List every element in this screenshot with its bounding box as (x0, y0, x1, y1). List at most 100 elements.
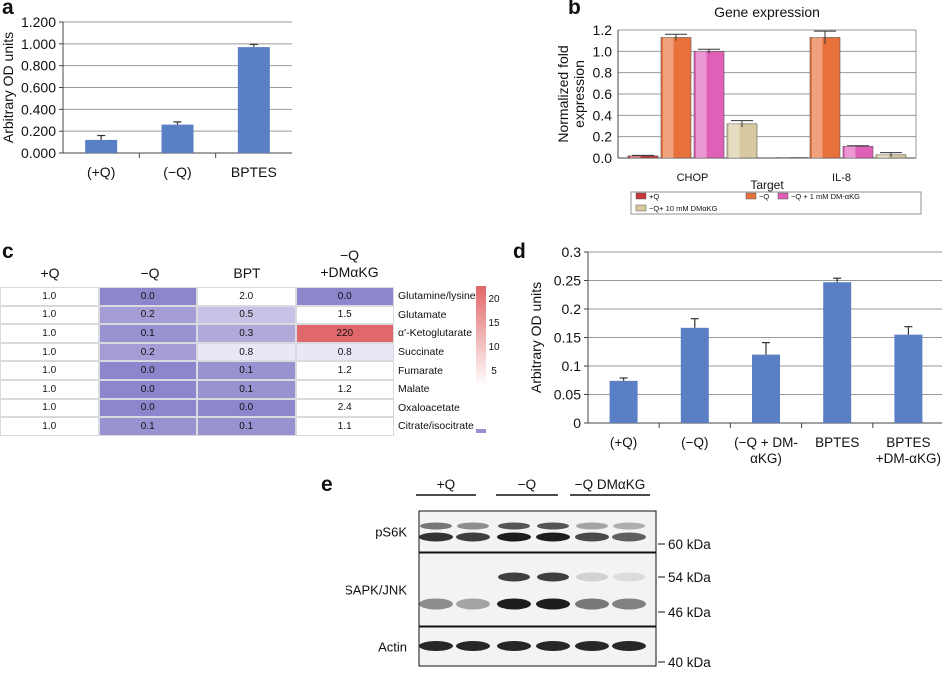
colorbar-tick-label: 5 (491, 366, 497, 377)
band (457, 522, 489, 530)
blot-strip (418, 510, 657, 553)
heatmap-cell: 2.4 (295, 398, 394, 418)
group-label: −Q DMαKG (575, 477, 645, 492)
colorbar-low-swatch (476, 429, 486, 433)
band (419, 641, 453, 651)
y-tick-label: 0.400 (21, 101, 56, 117)
heatmap-cell: 0.5 (197, 305, 296, 325)
colorbar-gradient (476, 286, 486, 386)
band (576, 522, 608, 530)
heatmap-cell: 1.2 (295, 361, 394, 380)
heatmap-row: 1.0 0.0 0.1 1.2 Fumarate (0, 361, 490, 380)
legend-box (630, 191, 922, 215)
heatmap-row: 1.0 0.0 2.0 0.0 Glutamine/lysine (0, 287, 490, 306)
band (419, 532, 453, 542)
heatmap-cell: 220 (295, 324, 394, 343)
x-tick-label: BPTES (815, 435, 859, 450)
legend-swatch (635, 192, 647, 200)
y-tick-label: 0.4 (593, 107, 613, 123)
heatmap-cell: 0.2 (98, 342, 197, 362)
heatmap-row-label: Fumarate (398, 364, 443, 377)
bar (85, 139, 118, 153)
band (537, 522, 569, 530)
bar (776, 157, 808, 159)
bar (809, 37, 841, 159)
heatmap-cell: 0.1 (197, 379, 296, 399)
heatmap-colorbar: 20 15 10 5 (476, 286, 500, 433)
row-label: pS6K (375, 525, 407, 540)
heatmap-row: 1.0 0.0 0.0 2.4 Oxaloacetate (0, 398, 490, 418)
bar-highlight (663, 37, 674, 158)
bar-highlight (729, 123, 740, 158)
y-tick-label: 1.200 (21, 14, 56, 30)
band (536, 598, 570, 610)
heatmap-cell: 0.0 (295, 287, 394, 306)
y-tick-label: 0.2 (562, 301, 582, 317)
band (576, 572, 608, 582)
bar (237, 47, 270, 153)
y-axis-label: Arbitrary OD units (0, 32, 16, 143)
y-tick-label: 0 (573, 415, 581, 431)
heatmap-cell: 0.0 (98, 398, 197, 418)
bar-highlight (878, 154, 889, 158)
row-label: Actin (378, 640, 407, 655)
x-axis-label: Target (750, 178, 784, 192)
bar-highlight (779, 157, 790, 158)
marker-label: 54 kDa (668, 570, 711, 585)
heatmap-row-label: Oxaloacetate (398, 401, 460, 414)
band (498, 522, 530, 530)
y-tick-label: 0.0 (593, 150, 613, 166)
chart-title: Gene expression (714, 4, 820, 20)
heatmap-cell: 0.0 (98, 361, 197, 380)
band (420, 522, 452, 530)
heatmap-cell: 1.0 (0, 379, 99, 399)
group-label: +Q (437, 477, 455, 492)
blot-strip (418, 552, 657, 627)
band (613, 572, 645, 582)
heatmap-cell: 1.0 (0, 417, 99, 436)
heatmap-cell: 0.0 (98, 287, 197, 306)
band (612, 641, 646, 651)
heatmap-cell: 1.0 (0, 324, 99, 343)
bar (823, 282, 852, 423)
heatmap-cell: 0.3 (197, 324, 296, 343)
panel-label-d: d (513, 240, 526, 263)
heatmap-row: 1.0 0.2 0.5 1.5 Glutamate (0, 305, 490, 325)
band (537, 572, 569, 582)
heatmap-row: 1.0 0.1 0.3 220 α'-Ketoglutarate (0, 324, 490, 343)
bar (894, 334, 923, 423)
bar-highlight (630, 155, 641, 158)
y-tick-label: 0.05 (554, 387, 581, 403)
heatmap-cell: 1.5 (295, 305, 394, 325)
heatmap-row-label: Malate (398, 383, 430, 396)
band (612, 532, 646, 542)
legend-label: −Q + 1 mM DM-αKG (791, 192, 860, 201)
heatmap-col-header: BPT (233, 265, 261, 281)
heatmap-cell: 0.1 (197, 361, 296, 380)
heatmap-grid: 1.0 0.0 2.0 0.0 Glutamine/lysine 1.0 0.2 0.5 1.5… (0, 287, 490, 436)
chart-d: 0 0.05 0.1 0.15 0.2 0.25 0.3 (+Q) (−Q) (−Q + DM-α… (528, 244, 942, 466)
marker-label: 60 kDa (668, 537, 711, 552)
bar-highlight (845, 146, 856, 158)
chart-b: Gene expression 0.0 0.2 0.4 0.6 0.8 1.0 1.2 Norm… (556, 4, 922, 215)
x-tick-label: (−Q) (681, 435, 708, 450)
y-tick-label: 0.600 (21, 80, 56, 96)
panel-label-e: e (321, 473, 333, 496)
y-axis-label: Arbitrary OD units (528, 282, 544, 393)
heatmap-row-label: α'-Ketoglutarate (398, 327, 473, 340)
colorbar-tick-label: 20 (488, 294, 500, 305)
y-tick-label: 1.0 (593, 43, 613, 59)
band (456, 532, 490, 542)
x-tick-label: BPTES (231, 164, 277, 180)
heatmap-row-label: Succinate (398, 346, 445, 359)
band (536, 641, 570, 651)
heatmap-cell: 0.2 (98, 305, 197, 325)
band (456, 641, 490, 651)
heatmap-cell: 1.0 (0, 398, 99, 418)
heatmap-row-label: Glutamine/lysine (398, 290, 476, 303)
marker-label: 46 kDa (668, 605, 711, 620)
colorbar-tick-label: 15 (488, 318, 500, 329)
y-tick-label: 0.200 (21, 123, 56, 139)
heatmap-cell: 0.8 (197, 342, 296, 362)
heatmap-cell: 0.1 (197, 417, 296, 436)
